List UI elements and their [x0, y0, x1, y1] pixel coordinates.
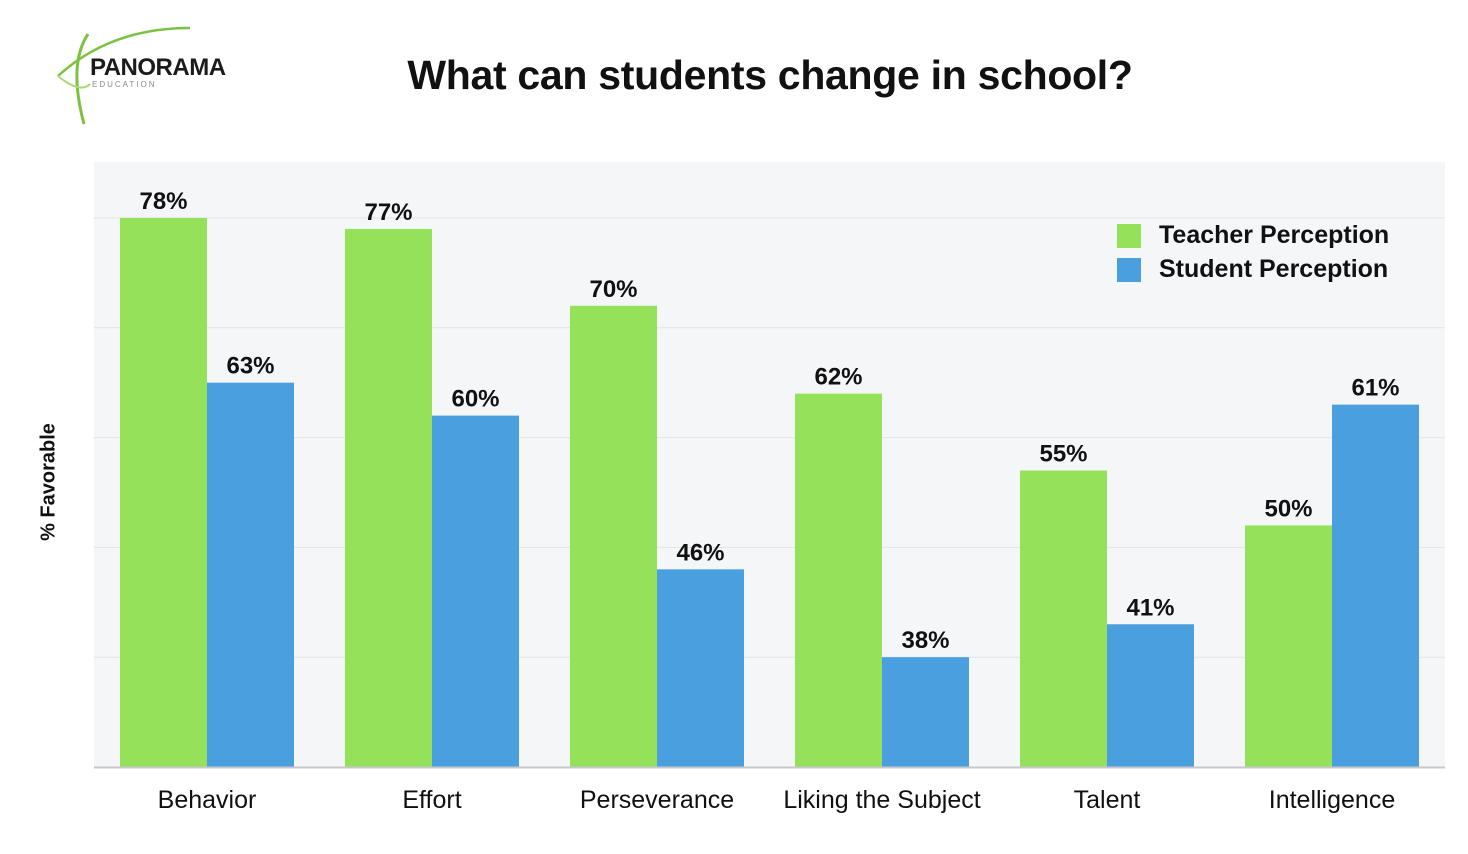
- data-label-teacher: 55%: [1039, 441, 1087, 468]
- bar-teacher: [345, 228, 432, 767]
- y-axis-label: % Favorable: [37, 423, 60, 541]
- data-label-student: 61%: [1351, 375, 1399, 402]
- bar-teacher: [795, 393, 882, 767]
- chart-title: What can students change in school?: [407, 52, 1133, 98]
- legend-label-student: Student Perception: [1159, 255, 1389, 283]
- legend-swatch-student: [1117, 258, 1141, 282]
- bar-teacher: [120, 217, 207, 767]
- logo-subtitle: EDUCATION: [92, 80, 157, 89]
- x-tick-label: Intelligence: [1269, 786, 1395, 814]
- bars: 78% 63% 77% 60% 70% 46% 62% 38% 55% 41% 50% 61%: [120, 188, 1419, 767]
- bar-teacher: [1020, 470, 1107, 767]
- bar-teacher: [1245, 525, 1332, 767]
- bar-student: [1107, 624, 1194, 767]
- data-label-student: 41%: [1126, 594, 1174, 621]
- data-label-student: 63%: [226, 353, 274, 380]
- x-tick-label: Talent: [1074, 786, 1141, 814]
- x-tick-label: Effort: [402, 786, 461, 814]
- x-tick-label: Behavior: [158, 786, 257, 814]
- x-tick-labels: Behavior Effort Perseverance Liking the Sub…: [158, 786, 1396, 814]
- bar-student: [432, 415, 519, 767]
- data-label-student: 46%: [676, 539, 724, 566]
- x-tick-label: Liking the Subject: [783, 786, 980, 814]
- data-label-teacher: 62%: [814, 364, 862, 391]
- bar-student: [207, 382, 294, 767]
- data-label-teacher: 70%: [589, 276, 637, 303]
- gridlines: [94, 217, 1445, 658]
- plot-background: [94, 162, 1445, 767]
- data-label-teacher: 78%: [139, 188, 187, 215]
- bar-student: [1332, 404, 1419, 767]
- bar-teacher: [570, 305, 657, 767]
- bar-student: [882, 657, 969, 767]
- data-label-student: 38%: [901, 627, 949, 654]
- data-label-student: 60%: [451, 386, 499, 413]
- panorama-logo: [57, 26, 191, 125]
- bar-student: [657, 569, 744, 767]
- legend-label-teacher: Teacher Perception: [1159, 221, 1390, 249]
- data-label-teacher: 77%: [364, 199, 412, 226]
- x-tick-label: Perseverance: [580, 786, 734, 814]
- logo-wordmark: PANORAMA: [90, 54, 226, 81]
- data-label-teacher: 50%: [1264, 495, 1312, 522]
- legend-swatch-teacher: [1117, 224, 1141, 248]
